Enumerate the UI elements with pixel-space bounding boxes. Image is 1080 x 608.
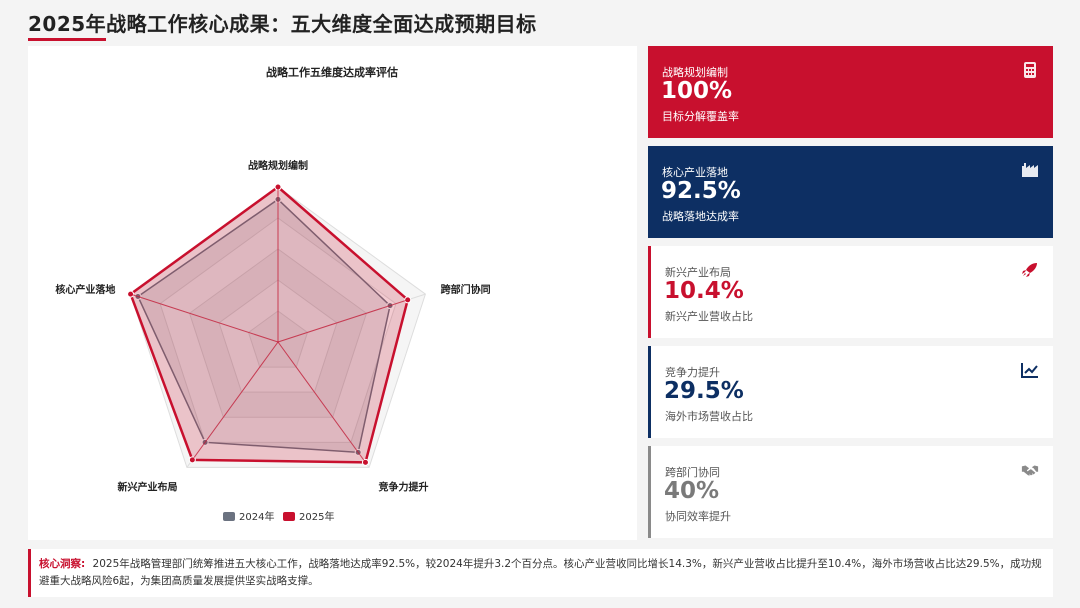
data-point[interactable] — [127, 290, 135, 298]
series-2024年 — [134, 195, 394, 456]
rocket-icon — [1022, 263, 1037, 277]
kpi-card-sub: 新兴产业营收占比 — [665, 310, 753, 323]
series-spoke — [191, 341, 279, 461]
handshake-icon — [1021, 465, 1039, 476]
legend-item-2024年[interactable]: 2024年 — [223, 510, 274, 523]
page-title: 2025年战略工作核心成果：五大维度全面达成预期目标 — [28, 12, 537, 36]
kpi-card-sub: 目标分解覆盖率 — [662, 110, 739, 123]
insight-label: 核心洞察: — [39, 558, 86, 570]
radar-chart-panel: 战略工作五维度达成率评估 战略规划编制跨部门协同竞争力提升 新兴产业布局 核心产业落… — [28, 46, 637, 540]
kpi-card-label: 跨部门协同 — [665, 466, 720, 479]
axis-label: 竞争力提升 — [378, 480, 429, 493]
series-area — [129, 185, 410, 464]
axis-label: 战略规划编制 — [248, 159, 308, 172]
series-spoke — [277, 341, 366, 463]
series-spoke — [130, 293, 279, 343]
kpi-card-label: 战略规划编制 — [662, 66, 728, 79]
legend-item-2025年[interactable]: 2025年 — [283, 510, 334, 523]
axis-label: 跨部门协同 — [441, 283, 491, 296]
legend-label: 2024年 — [239, 510, 274, 523]
insight-text: 2025年战略管理部门统筹推进五大核心工作，战略落地达成率92.5%，较2024… — [39, 558, 1042, 587]
kpi-card-core-industry[interactable]: 核心产业落地 92.5% 战略落地达成率 — [648, 146, 1053, 238]
kpi-card-sub: 协同效率提升 — [665, 510, 731, 523]
radar-series — [127, 183, 412, 466]
kpi-card-value: 10.4% — [664, 278, 744, 304]
kpi-card-strategy-planning[interactable]: 战略规划编制 100% 目标分解覆盖率 — [648, 46, 1053, 138]
legend-label: 2025年 — [299, 510, 334, 523]
factory-icon — [1022, 163, 1038, 177]
kpi-card-label: 核心产业落地 — [662, 166, 728, 179]
kpi-card-value: 100% — [661, 78, 733, 104]
chart-title: 战略工作五维度达成率评估 — [266, 65, 398, 79]
axis-label: 新兴产业布局 — [117, 480, 177, 493]
kpi-card-value: 92.5% — [661, 178, 741, 204]
series-spoke — [277, 299, 408, 343]
calculator-icon — [1024, 62, 1036, 78]
kpi-card-label: 竞争力提升 — [665, 366, 720, 379]
series-area — [137, 198, 391, 454]
kpi-card-label: 新兴产业布局 — [665, 266, 731, 279]
core-insight: 核心洞察: 2025年战略管理部门统筹推进五大核心工作，战略落地达成率92.5%… — [28, 549, 1053, 597]
axis-label: 核心产业落地 — [55, 283, 115, 296]
series-2025年 — [127, 183, 412, 466]
kpi-card-competitiveness[interactable]: 竞争力提升 29.5% 海外市场营收占比 — [648, 346, 1053, 438]
kpi-card-emerging-industry[interactable]: 新兴产业布局 10.4% 新兴产业营收占比 — [648, 246, 1053, 338]
chart-line-icon — [1021, 363, 1038, 378]
kpi-card-value: 29.5% — [664, 378, 744, 404]
legend-swatch — [223, 512, 235, 521]
kpi-card-value: 40% — [664, 478, 720, 504]
kpi-card-collaboration[interactable]: 跨部门协同 40% 协同效率提升 — [648, 446, 1053, 538]
kpi-card-sub: 战略落地达成率 — [662, 210, 739, 223]
chart-legend[interactable]: 2024年 2025年 — [223, 510, 334, 523]
title-underline — [28, 38, 106, 41]
legend-swatch — [283, 512, 295, 521]
kpi-card-sub: 海外市场营收占比 — [665, 410, 753, 423]
